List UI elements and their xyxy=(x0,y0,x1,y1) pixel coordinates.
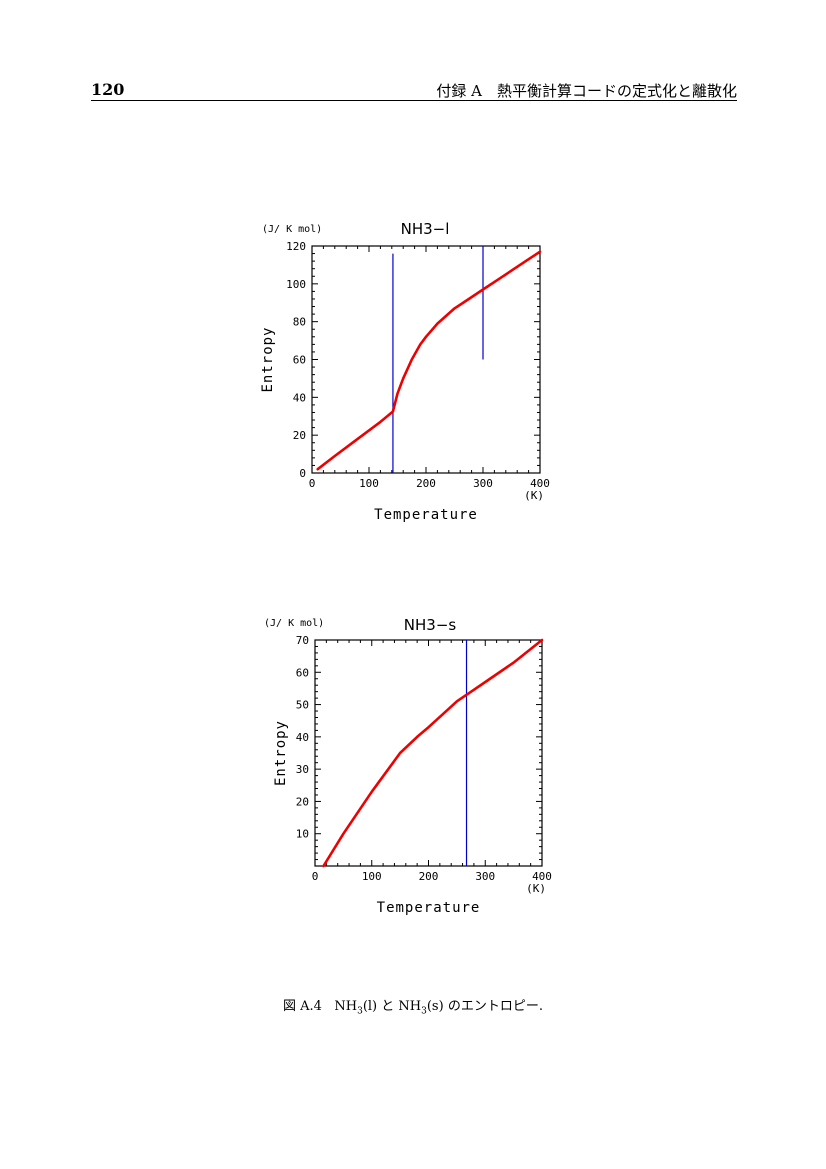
x-tick-label: 400 xyxy=(532,870,552,883)
x-tick-label: 0 xyxy=(309,477,316,490)
y-tick-label: 70 xyxy=(296,634,309,647)
y-unit-label: (J/ K mol) xyxy=(262,224,322,235)
entropy-curve xyxy=(322,638,544,868)
chart-title: NH3−s xyxy=(404,616,457,634)
y-axis-title: Entropy xyxy=(260,326,276,392)
x-tick-label: 400 xyxy=(530,477,550,490)
y-tick-label: 100 xyxy=(286,278,306,291)
running-title: 付録 A 熱平衡計算コードの定式化と離散化 xyxy=(436,82,737,100)
entropy-curve xyxy=(316,250,542,471)
y-tick-label: 10 xyxy=(296,828,309,841)
y-tick-label: 120 xyxy=(286,240,306,253)
y-tick-label: 40 xyxy=(296,731,309,744)
x-tick-label: 200 xyxy=(419,870,439,883)
y-tick-label: 30 xyxy=(296,763,309,776)
x-tick-label: 100 xyxy=(362,870,382,883)
y-tick-label: 60 xyxy=(293,354,306,367)
x-tick-label: 100 xyxy=(359,477,379,490)
plot-frame xyxy=(314,639,543,867)
y-tick-label: 20 xyxy=(293,429,306,442)
caption-species-1: NH xyxy=(334,999,358,1014)
y-tick-label: 20 xyxy=(296,795,309,808)
y-tick-label: 50 xyxy=(296,699,309,712)
x-axis-title: Temperature xyxy=(377,900,481,916)
y-tick-label: 0 xyxy=(299,467,306,480)
caption-subscript-2: 3 xyxy=(421,1006,427,1017)
caption-text: のエントロピー. xyxy=(443,999,543,1014)
caption-conjunction: と xyxy=(377,999,399,1014)
x-tick-label: 0 xyxy=(312,870,319,883)
y-unit-label: (J/ K mol) xyxy=(264,618,324,629)
x-tick-label: 200 xyxy=(416,477,436,490)
caption-phase-2: (s) xyxy=(426,999,444,1014)
caption-subscript-1: 3 xyxy=(357,1006,363,1017)
y-tick-label: 80 xyxy=(293,316,306,329)
y-axis-title: Entropy xyxy=(273,720,289,786)
chart-title: NH3−l xyxy=(401,220,450,238)
y-tick-label: 60 xyxy=(296,666,309,679)
page-number: 120 xyxy=(91,80,125,99)
x-tick-label: 300 xyxy=(473,477,493,490)
caption-species-2: NH xyxy=(398,999,422,1014)
page-header: 120 付録 A 熱平衡計算コードの定式化と離散化 xyxy=(91,78,737,101)
x-unit-label: (K) xyxy=(524,489,544,502)
x-unit-label: (K) xyxy=(526,882,546,895)
caption-phase-1: (l) xyxy=(362,999,378,1014)
caption-label: 図 A.4 xyxy=(283,999,322,1014)
y-tick-label: 40 xyxy=(293,391,306,404)
x-tick-label: 300 xyxy=(475,870,495,883)
figure-caption: 図 A.4 NH3(l) と NH3(s) のエントロピー. xyxy=(0,995,826,1017)
x-axis-title: Temperature xyxy=(374,507,478,523)
